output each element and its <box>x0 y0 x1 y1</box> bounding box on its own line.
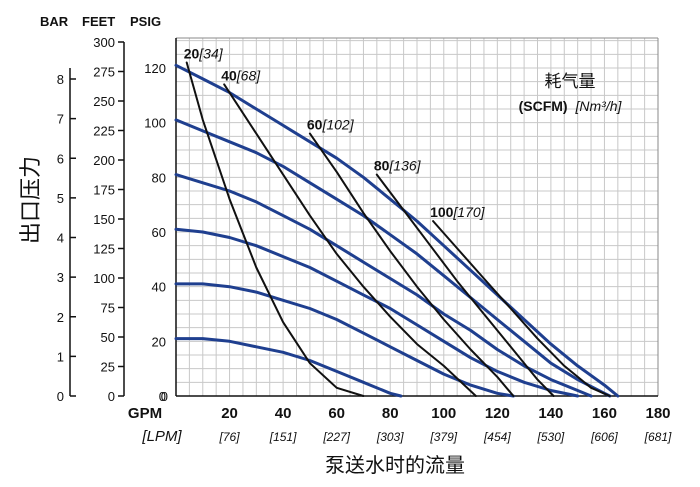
air-consumption-curve <box>432 220 611 397</box>
feet-tick-label: 100 <box>93 271 115 286</box>
air-curve-label: 80[136] <box>374 158 422 174</box>
lpm-tick-label: [530] <box>537 430 565 444</box>
psig-tick-label: 100 <box>144 116 166 131</box>
feet-tick-label: 50 <box>101 330 115 345</box>
air-curve-label-scfm: 80 <box>374 158 390 174</box>
lpm-tick-label: [454] <box>483 430 511 444</box>
outlet-pressure-curve <box>174 282 515 398</box>
gpm-tick-label: 80 <box>382 405 399 422</box>
lpm-tick-label: [606] <box>590 430 618 444</box>
gpm-tick-label: 20 <box>221 405 238 422</box>
gpm-tick-label: 60 <box>328 405 345 422</box>
lpm-label: [LPM] <box>141 428 182 445</box>
psig-tick-label: 80 <box>152 170 166 185</box>
air-curve-label-nm3h: [136] <box>388 158 421 174</box>
lpm-tick-label: [379] <box>429 430 457 444</box>
air-curve-label: 20[34] <box>184 46 224 62</box>
legend-title: 耗气量 <box>545 72 596 92</box>
lpm-tick-label: [227] <box>322 430 350 444</box>
outlet-pressure-curve <box>174 337 403 398</box>
feet-tick-label: 225 <box>93 124 115 139</box>
psig-tick-label: 20 <box>152 334 166 349</box>
x-origin-label: 0 <box>161 389 168 404</box>
outlet-pressure-curve <box>174 173 593 398</box>
bar-tick-label: 1 <box>57 349 64 364</box>
header-feet: FEET <box>82 14 115 29</box>
air-consumption-curve <box>375 173 555 397</box>
labels: 20[34] 40[68] 60[102] 80[136] 100[170] <box>184 46 486 221</box>
bar-tick-label: 6 <box>57 151 64 166</box>
feet-tick-label: 275 <box>93 65 115 80</box>
legend-units: (SCFM) [Nm³/h] <box>519 98 623 114</box>
bar-tick-label: 3 <box>57 270 64 285</box>
bar-tick-label: 8 <box>57 72 64 87</box>
bar-tick-label: 0 <box>57 389 64 404</box>
grid <box>176 37 659 396</box>
x-axis-title: 泵送水时的流量 <box>325 453 465 477</box>
bar-tick-label: 7 <box>57 112 64 127</box>
air-curve-label-scfm: 40 <box>221 67 237 83</box>
header-psig: PSIG <box>130 14 161 29</box>
legend-units-nm3h: [Nm³/h] <box>575 98 623 114</box>
psig-tick-label: 60 <box>152 225 166 240</box>
air-consumption-curve <box>223 83 477 397</box>
air-curve-label: 60[102] <box>307 117 355 133</box>
gpm-tick-label: 140 <box>538 405 563 422</box>
air-curve-label: 40[68] <box>221 67 261 83</box>
axes: 0204060801001200255075100125150175200225… <box>57 35 672 444</box>
air-curve-label-nm3h: [102] <box>321 117 354 133</box>
air-curve-label: 100[170] <box>430 204 486 220</box>
lpm-tick-label: [76] <box>219 430 241 444</box>
legend-units-scfm: (SCFM) <box>519 98 568 114</box>
psig-tick-label: 120 <box>144 61 166 76</box>
feet-tick-label: 175 <box>93 183 115 198</box>
feet-tick-label: 75 <box>101 301 115 316</box>
air-curve-label-nm3h: [170] <box>452 204 485 220</box>
feet-tick-label: 125 <box>93 242 115 257</box>
air-curve-label-scfm: 100 <box>430 204 454 220</box>
lpm-tick-label: [681] <box>644 430 672 444</box>
air-curve-label-scfm: 60 <box>307 117 323 133</box>
gpm-tick-label: 120 <box>485 405 510 422</box>
bar-tick-label: 4 <box>57 231 64 246</box>
feet-tick-label: 200 <box>93 153 115 168</box>
gpm-tick-label: 100 <box>431 405 456 422</box>
gpm-label: GPM <box>128 405 162 422</box>
bar-tick-label: 5 <box>57 191 64 206</box>
feet-tick-label: 25 <box>101 360 115 375</box>
air-consumption-curve <box>308 132 515 397</box>
air-curve-label-nm3h: [68] <box>236 67 261 83</box>
header-bar: BAR <box>40 14 69 29</box>
gpm-tick-label: 160 <box>592 405 617 422</box>
feet-tick-label: 150 <box>93 212 115 227</box>
feet-tick-label: 300 <box>93 35 115 50</box>
air-consumption-curve <box>185 61 365 397</box>
lpm-tick-label: [303] <box>376 430 404 444</box>
air-curve-label-scfm: 20 <box>184 46 200 62</box>
bar-tick-label: 2 <box>57 310 64 325</box>
psig-tick-label: 40 <box>152 280 166 295</box>
feet-tick-label: 0 <box>108 389 115 404</box>
gpm-tick-label: 180 <box>645 405 670 422</box>
psig-tick-label: 0 <box>159 389 166 404</box>
outlet-pressure-curve <box>174 118 612 398</box>
air-curve-label-nm3h: [34] <box>198 46 223 62</box>
series <box>174 61 620 398</box>
y-axis-title: 出口压力 <box>19 156 44 244</box>
feet-tick-label: 250 <box>93 94 115 109</box>
gpm-tick-label: 40 <box>275 405 292 422</box>
lpm-tick-label: [151] <box>269 430 297 444</box>
